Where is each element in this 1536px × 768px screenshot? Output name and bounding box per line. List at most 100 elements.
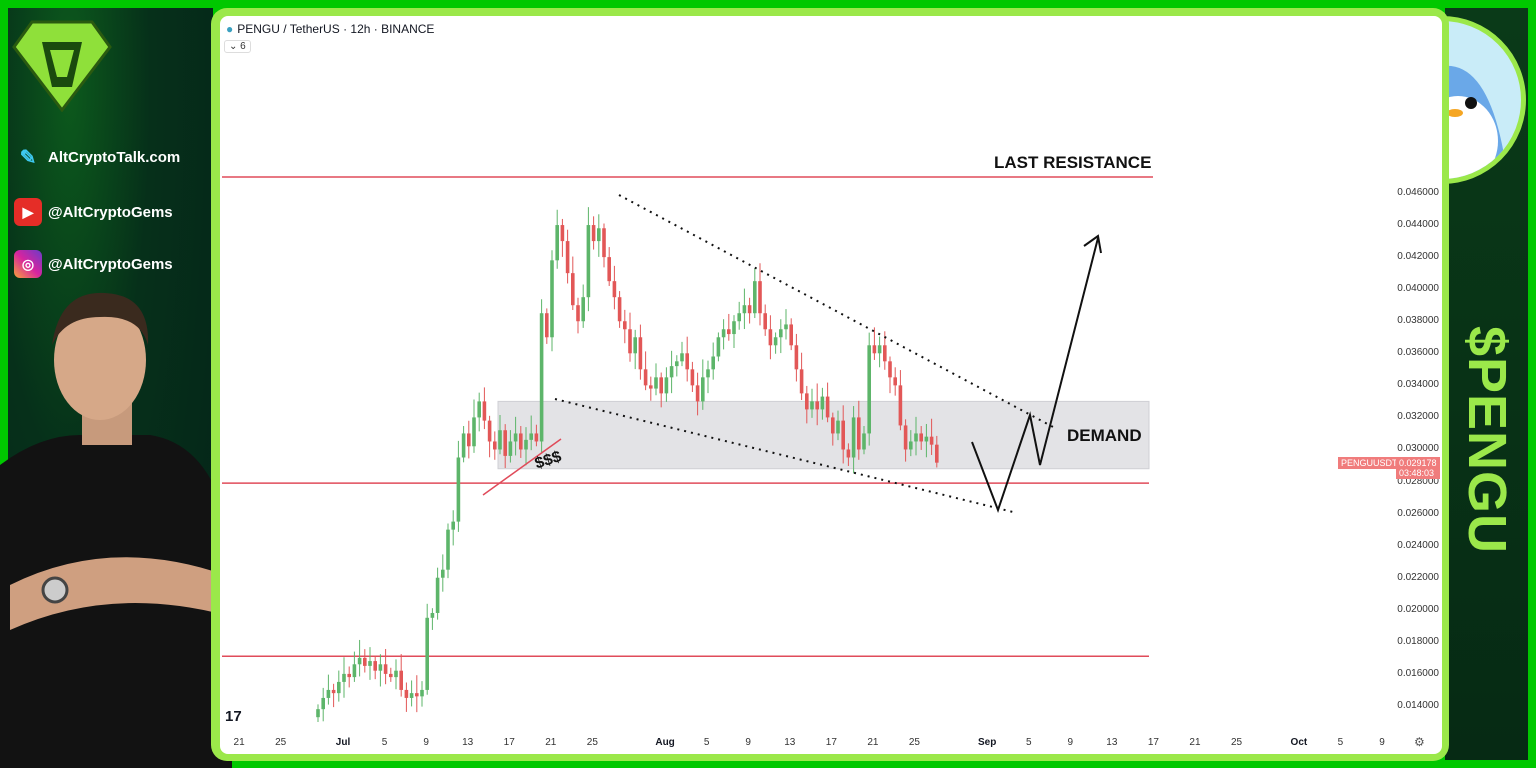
candle-body — [363, 657, 367, 666]
time-tick-label: 21 — [867, 737, 879, 748]
candle-body — [555, 225, 559, 261]
candle-body — [404, 689, 409, 698]
altcryptotalk-icon: ✎ — [19, 146, 37, 169]
time-tick-label: 9 — [745, 737, 751, 748]
candle-body — [597, 228, 601, 242]
tradingview-logo: 17 — [225, 708, 242, 725]
candle-body — [607, 257, 611, 282]
candle-body — [456, 457, 461, 522]
price-tick-label: 0.022000 — [1397, 571, 1439, 583]
projection-arrowhead — [1083, 234, 1102, 254]
candle-body — [763, 313, 767, 330]
candle-body — [347, 673, 351, 678]
candle-body — [415, 693, 419, 697]
price-tick-label: 0.030000 — [1397, 443, 1439, 455]
candle-body — [576, 305, 580, 322]
candle-body — [628, 329, 632, 354]
youtube-link[interactable]: ▶ @AltCryptoGems — [14, 198, 173, 226]
candle-body — [820, 396, 825, 410]
indicators-collapse-toggle[interactable]: ⌄ 6 — [224, 40, 251, 53]
price-tick-label: 0.018000 — [1397, 635, 1439, 647]
candle-body — [571, 273, 575, 306]
price-tick-label: 0.014000 — [1397, 699, 1439, 711]
presenter-photo — [0, 292, 232, 768]
instagram-link[interactable]: ◎ @AltCryptoGems — [14, 250, 173, 278]
candle-body — [893, 377, 897, 386]
price-tick-label: 0.040000 — [1397, 283, 1439, 295]
time-tick-label: 17 — [503, 737, 515, 748]
bar-countdown: 03:48:03 — [1399, 468, 1435, 478]
candle-body — [867, 345, 871, 434]
candle-body — [389, 673, 393, 678]
time-tick-label: 5 — [381, 737, 388, 748]
candle-body — [498, 430, 502, 450]
candle-body — [316, 709, 320, 718]
candle-body — [357, 657, 362, 665]
candle-body — [659, 377, 663, 394]
candle-body — [368, 661, 372, 666]
candle-body — [685, 353, 689, 370]
candle-body — [373, 661, 377, 671]
time-tick-label: 21 — [233, 737, 245, 748]
price-tick-label: 0.034000 — [1397, 379, 1439, 391]
candle-body — [711, 356, 715, 370]
candle-body — [914, 433, 918, 442]
candle-body — [929, 436, 934, 445]
candle-body — [623, 321, 627, 330]
price-tick-label: 0.044000 — [1397, 219, 1439, 231]
price-tick-label: 0.046000 — [1397, 187, 1439, 198]
time-tick-label: 9 — [1067, 737, 1074, 748]
candle-body — [846, 449, 851, 458]
candle-body — [737, 313, 741, 322]
candle-body — [815, 401, 819, 410]
candle-body — [446, 529, 450, 570]
candle-body — [768, 329, 773, 346]
price-tick-label: 0.020000 — [1397, 603, 1439, 615]
candle-body — [461, 433, 466, 458]
time-tick-label: 17 — [825, 737, 837, 748]
instagram-icon: ◎ — [14, 250, 42, 278]
candle-body — [441, 569, 445, 578]
demand-label: DEMAND — [1067, 426, 1142, 445]
candle-body — [805, 393, 809, 410]
candle-body — [482, 401, 487, 421]
candle-body — [545, 313, 549, 338]
candle-body — [857, 417, 861, 450]
candle-body — [383, 664, 388, 674]
website-link[interactable]: ✎ AltCryptoTalk.com — [14, 143, 181, 171]
candle-body — [909, 441, 913, 450]
candle-body — [420, 689, 424, 697]
candle-body — [784, 324, 788, 330]
candle-body — [935, 444, 939, 463]
candle-body — [831, 417, 835, 434]
candle-body — [727, 329, 731, 335]
price-tick-label: 0.036000 — [1397, 347, 1439, 359]
price-tick-label: 0.028000 — [1397, 475, 1439, 487]
acg-diamond-logo — [12, 20, 112, 112]
candle-body — [321, 697, 325, 710]
candle-body — [643, 369, 648, 386]
candle-body — [519, 433, 523, 450]
time-tick-label: 25 — [275, 737, 287, 748]
candle-body — [799, 369, 804, 394]
time-tick-label: Sep — [978, 737, 997, 748]
candle-body — [872, 345, 877, 354]
candle-body — [690, 369, 695, 386]
candle-body — [747, 305, 752, 314]
time-tick-label: 9 — [1379, 737, 1385, 748]
settings-gear-icon[interactable]: ⚙ — [1414, 735, 1425, 749]
candle-body — [851, 417, 856, 458]
candle-body — [732, 321, 736, 335]
candle-body — [409, 693, 414, 698]
price-tick-label: 0.024000 — [1397, 539, 1439, 551]
chart-canvas[interactable] — [220, 16, 1442, 754]
candle-body — [649, 385, 653, 389]
time-tick-label: 5 — [1025, 737, 1032, 748]
time-tick-label: 9 — [423, 737, 429, 748]
candle-body — [701, 377, 705, 402]
candle-body — [378, 664, 383, 671]
candle-body — [675, 361, 679, 367]
candle-body — [898, 385, 903, 426]
candle-body — [352, 664, 357, 678]
